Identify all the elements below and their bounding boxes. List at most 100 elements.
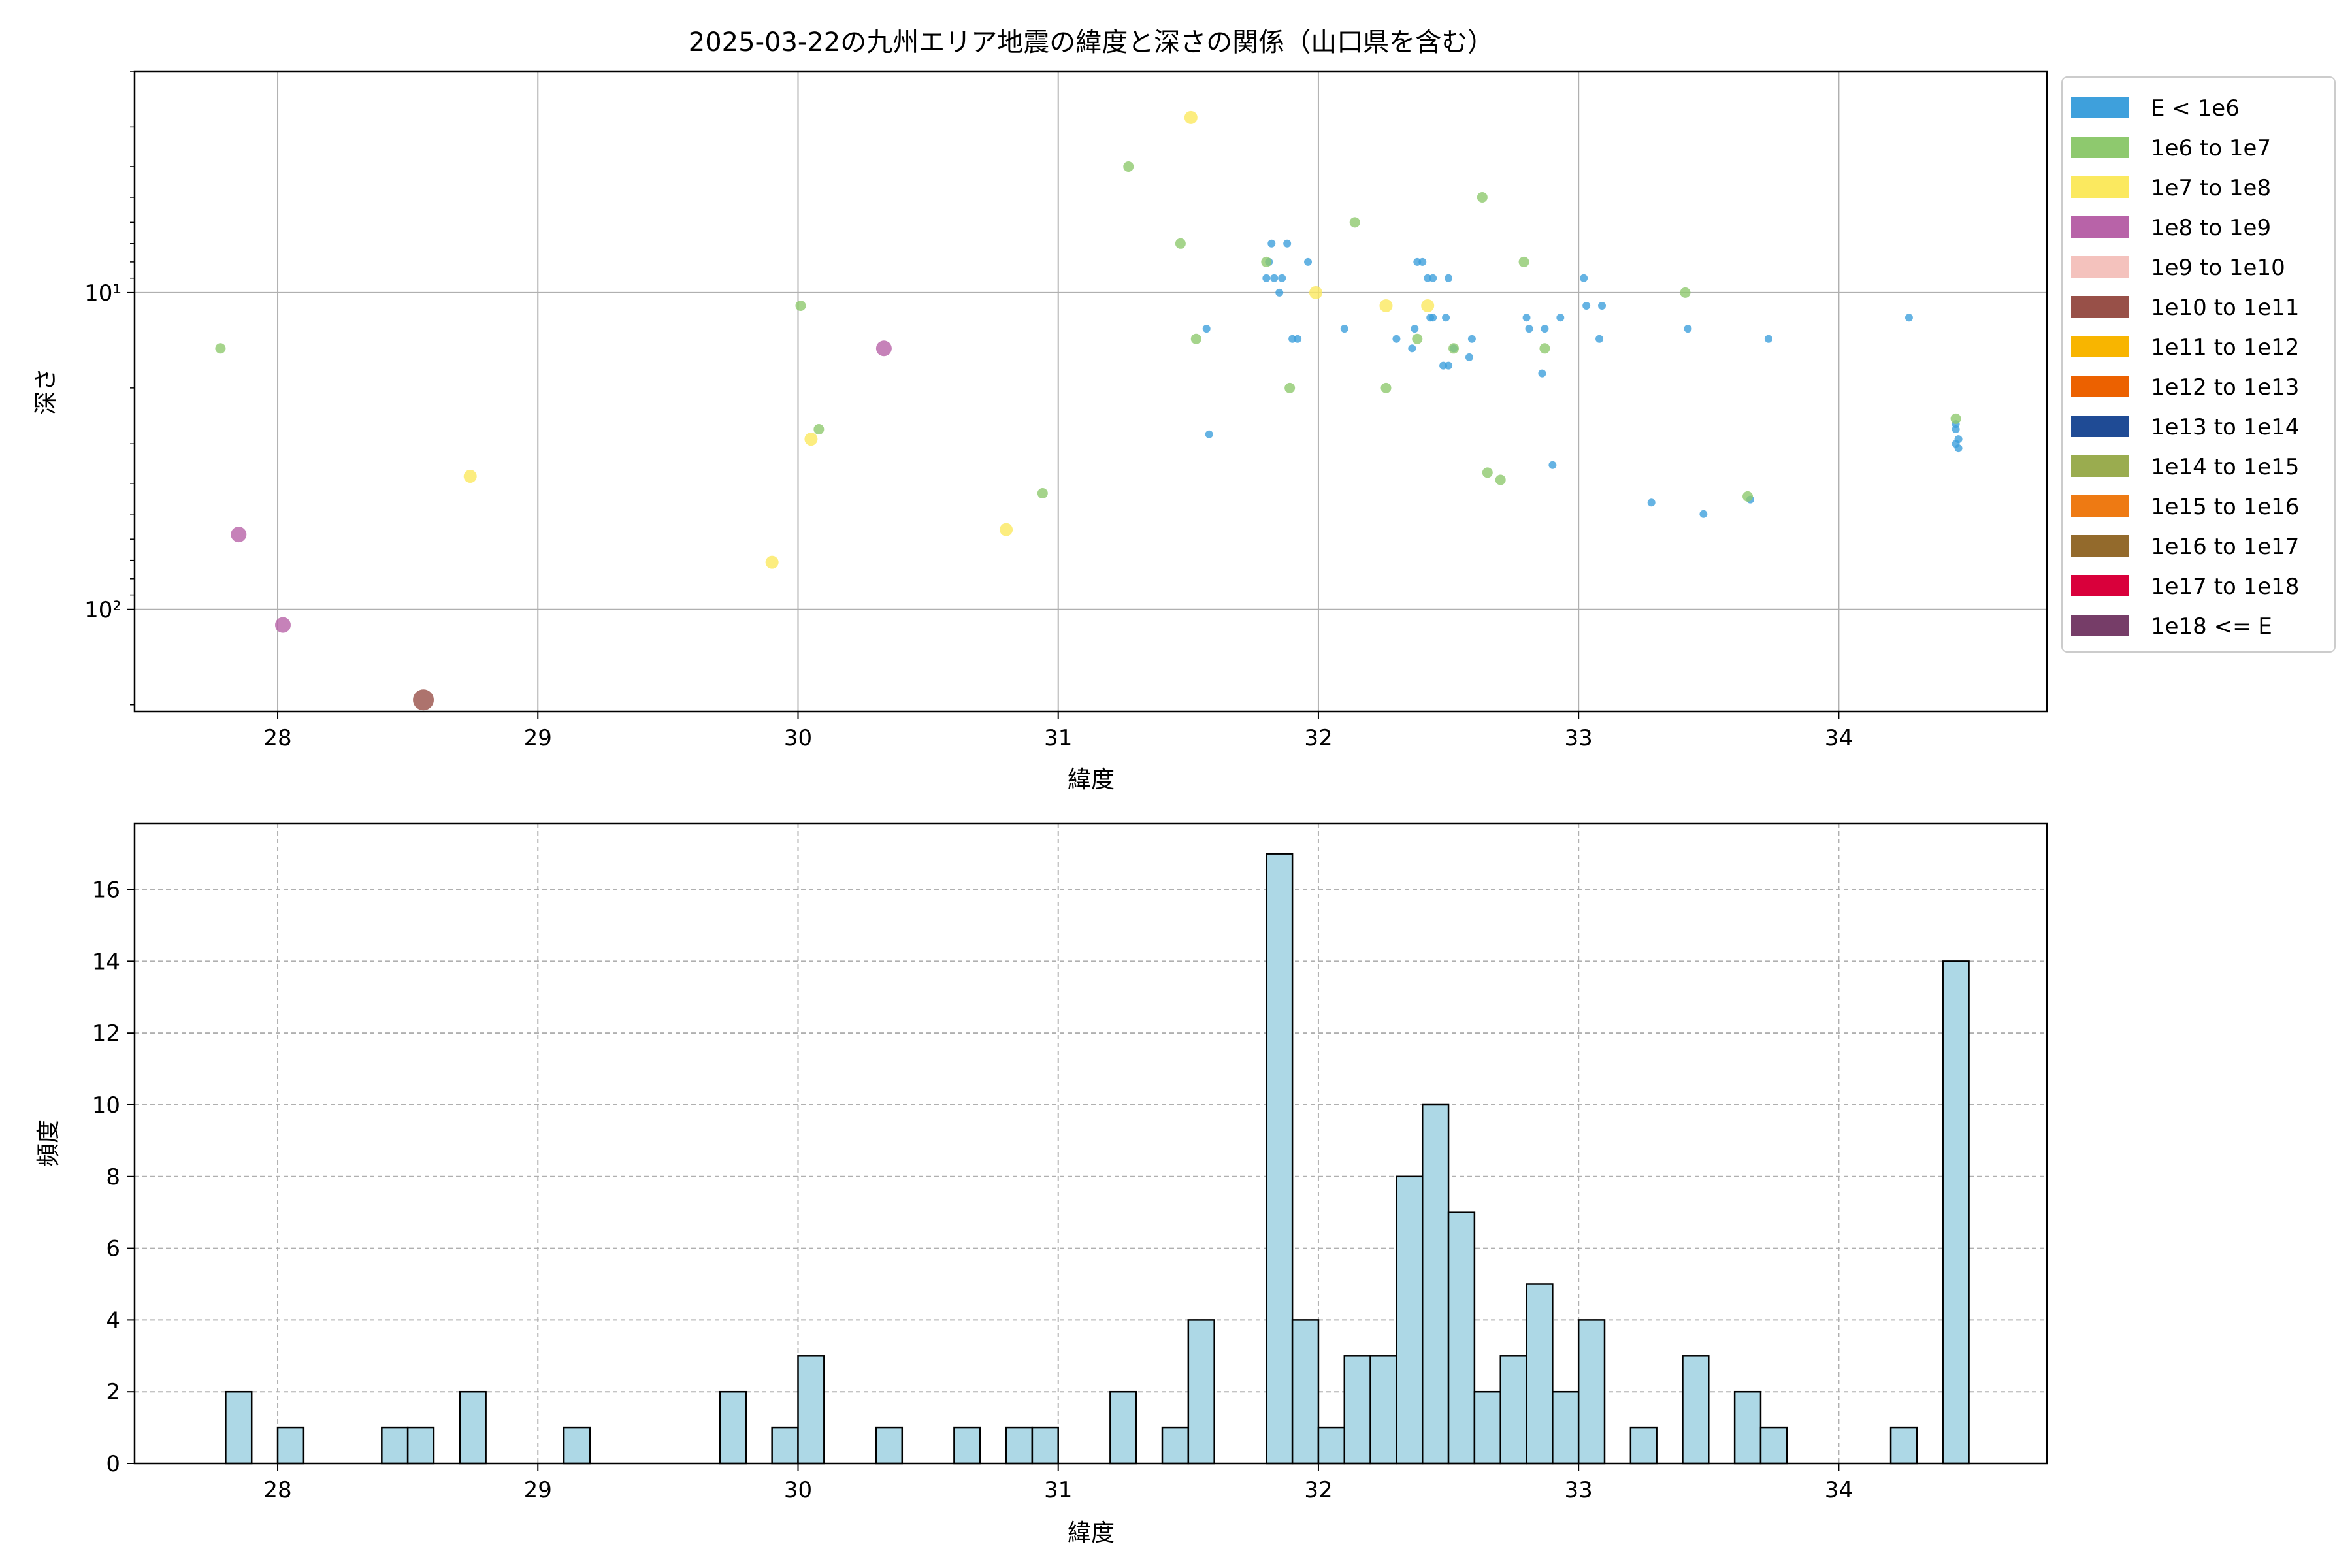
histogram-bar — [1552, 1390, 1580, 1465]
scatter-point — [1392, 335, 1401, 343]
legend: E < 1e6 1e6 to 1e7 1e7 to 1e8 1e8 to 1e9 1e9… — [2061, 76, 2336, 653]
scatter-point — [1556, 314, 1565, 322]
histogram-bar — [1577, 1319, 1606, 1465]
scatter-point — [1190, 333, 1201, 344]
legend-label: 1e8 to 1e9 — [2151, 215, 2271, 241]
histogram-y-ticks: 0 2 4 6 8 10 12 14 16 — [92, 877, 135, 1477]
histogram-bar — [381, 1426, 409, 1465]
legend-swatch — [2071, 296, 2129, 318]
histogram-x-tick-label: 32 — [1304, 1477, 1332, 1503]
histogram-bar — [719, 1390, 747, 1465]
scatter-point — [1000, 523, 1013, 536]
histogram-bar — [406, 1426, 435, 1465]
legend-swatch — [2071, 176, 2129, 198]
scatter-point — [1580, 274, 1588, 282]
legend-swatch — [2071, 376, 2129, 397]
scatter-point — [1548, 461, 1557, 469]
histogram-bar — [875, 1426, 904, 1465]
histogram-bar — [1109, 1390, 1137, 1465]
legend-swatch — [2071, 495, 2129, 517]
scatter-point — [1680, 287, 1691, 298]
scatter-point — [1442, 314, 1450, 322]
histogram-y-tick-label: 0 — [106, 1451, 120, 1477]
legend-swatch — [2071, 216, 2129, 238]
legend-label: 1e18 <= E — [2151, 613, 2272, 640]
legend-label: 1e13 to 1e14 — [2151, 414, 2299, 440]
scatter-point — [1595, 335, 1604, 343]
scatter-chart: 2025-03-22の九州エリア地震の緯度と深さの関係（山口県を含む） 28 29… — [33, 27, 2336, 793]
legend-box — [2061, 76, 2336, 653]
scatter-point — [1538, 369, 1546, 378]
histogram-bar — [1291, 1319, 1320, 1465]
scatter-point — [1598, 301, 1607, 310]
histogram-frame — [133, 822, 2048, 1465]
scatter-x-tick-label: 33 — [1565, 725, 1593, 751]
scatter-frame — [133, 70, 2048, 713]
histogram-grid — [135, 823, 2047, 1464]
scatter-point — [1952, 440, 1960, 448]
scatter-point — [215, 343, 226, 354]
histogram-bar — [1499, 1355, 1527, 1465]
scatter-point — [1429, 314, 1437, 322]
histogram-chart: 28 29 30 31 32 33 34 0 2 4 6 8 10 12 14 16 緯度 頻度 — [35, 822, 2048, 1546]
scatter-point — [1380, 382, 1392, 393]
histogram-bar — [1759, 1426, 1788, 1465]
scatter-y-tick-label: 10² — [84, 597, 122, 623]
legend-swatch — [2071, 137, 2129, 158]
scatter-point — [1349, 217, 1360, 228]
scatter-point — [1184, 110, 1198, 124]
scatter-point — [1202, 325, 1211, 333]
histogram-bar — [1343, 1355, 1371, 1465]
histogram-y-tick-label: 16 — [92, 877, 120, 904]
histogram-bar — [1889, 1426, 1918, 1465]
scatter-point — [1418, 257, 1427, 266]
scatter-point — [1411, 325, 1419, 333]
scatter-point — [1495, 474, 1506, 485]
scatter-point — [463, 470, 477, 483]
scatter-point — [875, 340, 892, 357]
scatter-point — [1445, 274, 1453, 282]
legend-label: 1e17 to 1e18 — [2151, 574, 2299, 600]
scatter-point — [1950, 413, 1961, 424]
histogram-x-tick-label: 33 — [1565, 1477, 1593, 1503]
scatter-x-tick-label: 34 — [1825, 725, 1853, 751]
histogram-bar — [1317, 1426, 1346, 1465]
scatter-point — [1275, 288, 1284, 297]
scatter-point — [1309, 286, 1322, 299]
scatter-point — [804, 433, 818, 446]
scatter-point — [1742, 491, 1754, 502]
scatter-y-tick-label: 10¹ — [84, 280, 122, 306]
scatter-point — [1175, 238, 1186, 249]
histogram-x-tick-label: 29 — [524, 1477, 552, 1503]
histogram-bar — [1161, 1426, 1190, 1465]
legend-label: E < 1e6 — [2151, 95, 2240, 122]
scatter-x-tick-label: 30 — [784, 725, 812, 751]
histogram-bar — [225, 1390, 253, 1465]
scatter-title: 2025-03-22の九州エリア地震の緯度と深さの関係（山口県を含む） — [689, 27, 1494, 57]
histogram-bar — [459, 1390, 487, 1465]
scatter-point — [413, 689, 434, 711]
histogram-x-ticks: 28 29 30 31 32 33 34 — [263, 1463, 1853, 1503]
scatter-y-ticks: 10¹ 10² — [84, 71, 135, 706]
scatter-point — [1764, 335, 1772, 343]
histogram-y-tick-label: 10 — [92, 1092, 120, 1119]
scatter-point — [1952, 425, 1960, 434]
histogram-bar — [1629, 1426, 1658, 1465]
scatter-point — [765, 555, 779, 569]
legend-label: 1e12 to 1e13 — [2151, 374, 2299, 400]
legend-label: 1e9 to 1e10 — [2151, 255, 2285, 281]
histogram-bar — [1733, 1390, 1762, 1465]
scatter-point — [231, 527, 247, 543]
legend-label: 1e15 to 1e16 — [2151, 494, 2299, 520]
legend-label: 1e16 to 1e17 — [2151, 534, 2299, 560]
histogram-bar — [771, 1426, 799, 1465]
legend-swatch — [2071, 535, 2129, 557]
scatter-point — [1278, 274, 1286, 282]
histogram-bar — [1187, 1319, 1215, 1465]
scatter-x-tick-label: 32 — [1304, 725, 1332, 751]
scatter-y-label: 深さ — [33, 368, 59, 415]
scatter-point — [1541, 325, 1549, 333]
legend-swatch — [2071, 575, 2129, 596]
legend-label: 1e11 to 1e12 — [2151, 335, 2299, 361]
scatter-point — [813, 424, 825, 435]
